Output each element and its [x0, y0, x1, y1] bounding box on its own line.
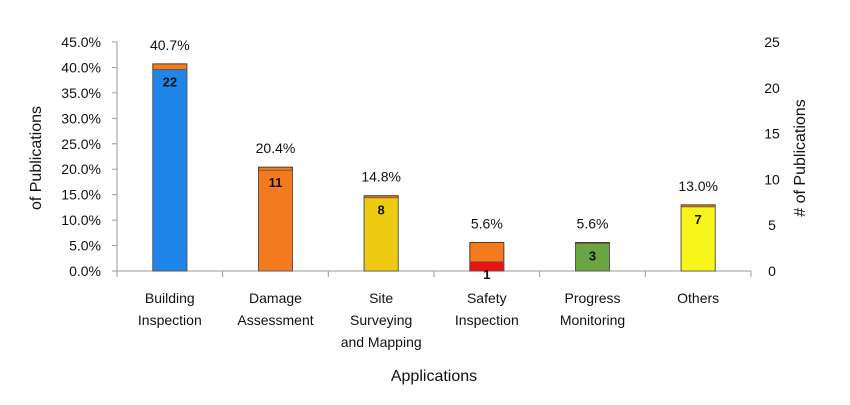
data-label-percent: 20.4% [256, 140, 296, 156]
y-left-tick-label: 25.0% [61, 136, 101, 152]
x-category-label: Others [677, 290, 719, 306]
y-left-tick-label: 5.0% [69, 238, 101, 254]
axes: 0.0% 5.0% 10.0% 15.0% 20.0% 25.0% 30.0% 35.0% 40… [61, 34, 780, 279]
data-label-percent: 13.0% [678, 178, 718, 194]
y-right-tick-label: 5 [768, 217, 776, 233]
y-right-tick-label: 15 [764, 126, 780, 142]
y-left-tick-label: 30.0% [61, 110, 101, 126]
labels: 40.7% 22 Building Inspection 20.4% 11 Damage As… [138, 37, 719, 350]
bars [152, 63, 716, 272]
x-category-label: and Mapping [341, 334, 422, 350]
data-label-count: 1 [483, 267, 490, 282]
y-left-tick-label: 10.0% [61, 212, 101, 228]
y-axis-right-title: # of Publications [792, 99, 809, 216]
y-left-tick-label: 35.0% [61, 85, 101, 101]
data-label-count: 11 [269, 175, 283, 190]
bar-count [152, 69, 188, 272]
x-category-label: Surveying [350, 312, 412, 328]
data-label-percent: 5.6% [471, 216, 503, 232]
x-category-label: Progress [564, 290, 620, 306]
data-label-count: 8 [378, 203, 385, 218]
data-label-count: 22 [163, 74, 177, 89]
bar-count [680, 206, 716, 272]
x-category-label: Inspection [138, 312, 202, 328]
x-category-label: Monitoring [560, 312, 625, 328]
bar-count [258, 169, 293, 272]
y-left-tick-label: 0.0% [69, 263, 101, 279]
data-label-percent: 14.8% [361, 169, 401, 185]
y-right-tick-label: 25 [764, 34, 780, 50]
bar-count [363, 197, 399, 272]
x-category-label: Building [145, 290, 195, 306]
y-right-tick-label: 20 [764, 80, 780, 96]
y-left-tick-label: 15.0% [61, 187, 101, 203]
y-axis-left-title: of Publications [28, 106, 45, 210]
x-category-label: Site [369, 290, 393, 306]
bar-count [469, 261, 505, 272]
data-label-count: 7 [695, 212, 702, 227]
data-label-count: 3 [589, 249, 596, 264]
x-category-label: Assessment [237, 312, 313, 328]
y-right-tick-label: 10 [764, 171, 780, 187]
y-left-tick-label: 40.0% [61, 59, 101, 75]
x-category-label: Safety [467, 290, 507, 306]
y-left-tick-label: 20.0% [61, 161, 101, 177]
x-axis-title: Applications [391, 368, 477, 385]
y-left-tick-label: 45.0% [61, 34, 101, 50]
data-label-percent: 40.7% [150, 37, 190, 53]
x-category-label: Damage [249, 290, 302, 306]
x-category-label: Inspection [455, 312, 519, 328]
data-label-percent: 5.6% [577, 216, 609, 232]
y-right-tick-label: 0 [768, 263, 776, 279]
bar-count [575, 243, 610, 272]
